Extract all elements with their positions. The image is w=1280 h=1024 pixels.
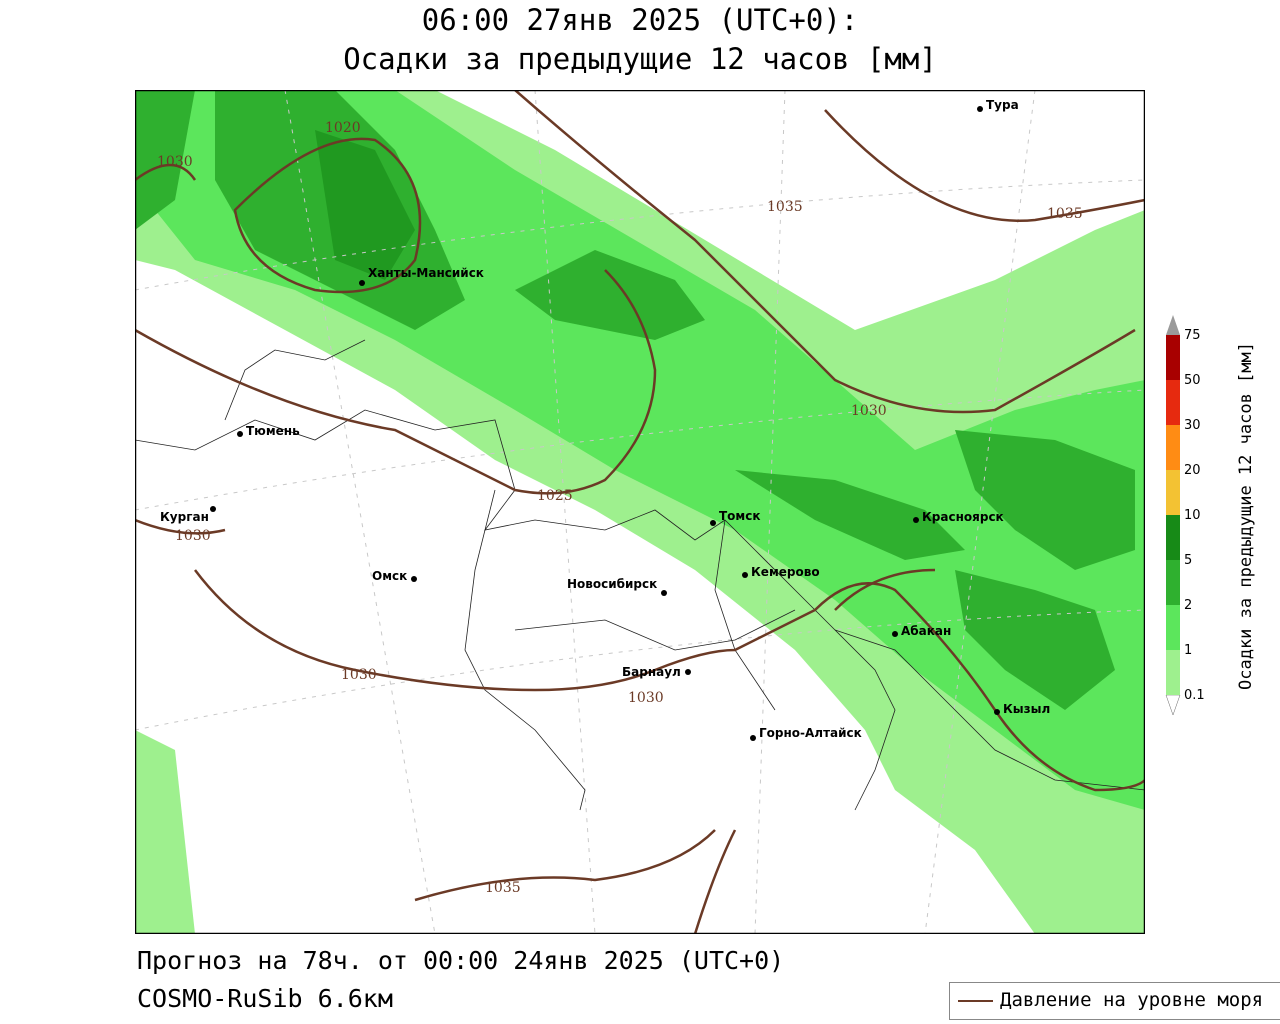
isobar-label: 1035 xyxy=(485,880,521,896)
isobar-label: 1030 xyxy=(851,403,887,419)
colorbar-segment xyxy=(1166,380,1180,425)
isobar-legend-swatch xyxy=(958,1000,993,1002)
city-markers: Тура Ханты-Мансийск Тюмень Курган Омск Н… xyxy=(160,98,1050,741)
colorbar-segment xyxy=(1166,650,1180,695)
colorbar-tick-label: 5 xyxy=(1184,553,1192,568)
city-label: Горно-Алтайск xyxy=(759,726,862,740)
map-title: 06:00 27янв 2025 (UTC+0): xyxy=(421,3,859,37)
colorbar-tick-label: 20 xyxy=(1184,463,1201,478)
model-name: COSMO-RuSib 6.6км xyxy=(137,984,393,1013)
map-legend: Давление на уровне моря xyxy=(949,982,1280,1020)
city-label: Кызыл xyxy=(1003,702,1050,716)
isobar-label: 1030 xyxy=(175,528,211,544)
precip-layer xyxy=(135,90,1145,934)
isobar-label: 1035 xyxy=(767,199,803,215)
colorbar-tick-label: 1 xyxy=(1184,643,1192,658)
colorbar-segment xyxy=(1166,425,1180,470)
city-label: Курган xyxy=(160,510,209,524)
graticule xyxy=(135,90,1145,934)
city-label: Омск xyxy=(372,569,407,583)
city-label: Тура xyxy=(986,98,1019,112)
city-label: Ханты-Мансийск xyxy=(368,266,484,280)
isobar-labels: 1020 1030 1035 1035 1030 1025 1030 1030 … xyxy=(157,120,1083,896)
city-label: Красноярск xyxy=(922,510,1004,524)
city-label: Кемерово xyxy=(751,565,820,579)
colorbar-segment xyxy=(1166,335,1180,380)
isobar-label: 1025 xyxy=(537,488,573,504)
isobar-label: 1030 xyxy=(157,154,193,170)
isobars xyxy=(135,90,1145,934)
isobar-label: 1020 xyxy=(325,120,361,136)
colorbar-segment xyxy=(1166,470,1180,515)
forecast-info: Прогноз на 78ч. от 00:00 24янв 2025 (UTC… xyxy=(137,946,785,975)
isobar-legend-label: Давление на уровне моря xyxy=(1000,989,1264,1011)
isobar-label: 1030 xyxy=(628,690,664,706)
colorbar-segment xyxy=(1166,515,1180,560)
city-label: Томск xyxy=(719,509,761,523)
city-label: Абакан xyxy=(901,624,951,638)
colorbar-tick-label: 30 xyxy=(1184,418,1201,433)
colorbar-segment xyxy=(1166,560,1180,605)
colorbar: 0.1 1 2 5 10 20 30 50 75 xyxy=(1165,315,1205,715)
colorbar-segment xyxy=(1165,694,1181,715)
colorbar-tick-label: 50 xyxy=(1184,373,1201,388)
isobar-label: 1035 xyxy=(1047,206,1083,222)
precipitation-map: 1020 1030 1035 1035 1030 1025 1030 1030 … xyxy=(135,90,1145,934)
colorbar-segment xyxy=(1166,315,1180,335)
admin-borders xyxy=(135,339,1145,811)
city-label: Барнаул xyxy=(622,665,681,679)
colorbar-tick-label: 75 xyxy=(1184,328,1201,343)
colorbar-tick-label: 2 xyxy=(1184,598,1192,613)
city-label: Новосибирск xyxy=(567,577,657,591)
colorbar-tick-label: 10 xyxy=(1184,508,1201,523)
isobar-label: 1030 xyxy=(341,667,377,683)
colorbar-tick-label: 0.1 xyxy=(1184,688,1205,703)
colorbar-title: Осадки за предыдущие 12 часов [мм] xyxy=(1236,342,1256,690)
city-label: Тюмень xyxy=(246,424,300,438)
map-subtitle: Осадки за предыдущие 12 часов [мм] xyxy=(343,42,937,76)
colorbar-segment xyxy=(1166,605,1180,650)
